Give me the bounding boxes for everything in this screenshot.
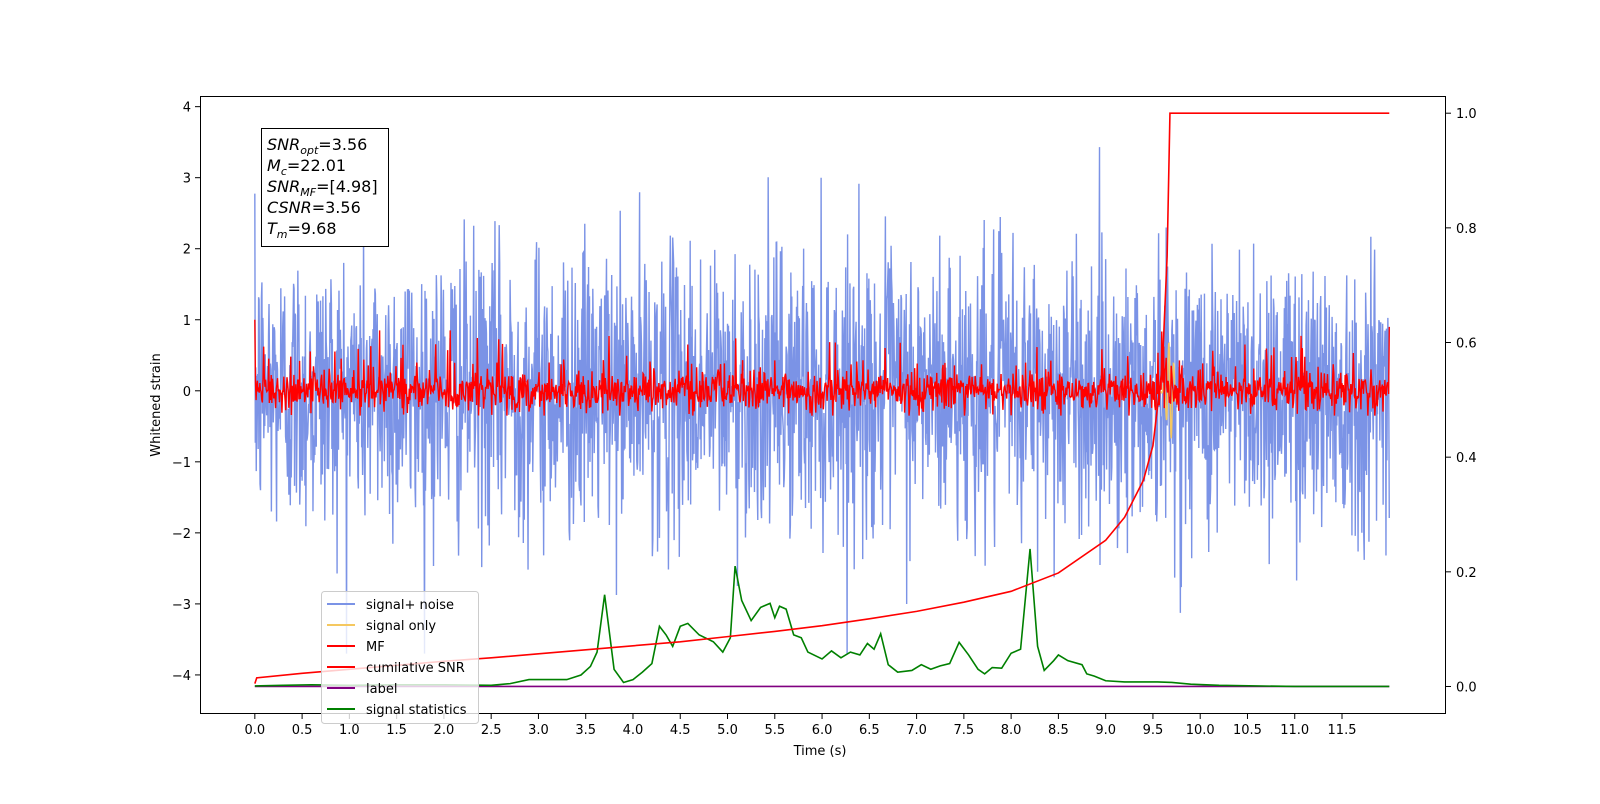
y-tick-label: 0 bbox=[183, 385, 191, 400]
x-tick-label: 7.5 bbox=[954, 723, 975, 738]
y2-tick-label: 0.2 bbox=[1456, 566, 1477, 581]
series-signal-only-line bbox=[1157, 341, 1178, 439]
y2-tick-label: 1.0 bbox=[1456, 107, 1477, 122]
y-tick-label: 4 bbox=[183, 101, 191, 116]
legend-label: cumilative SNR bbox=[366, 661, 465, 676]
series-mf-line bbox=[254, 319, 1390, 416]
legend-label: MF bbox=[366, 640, 385, 655]
x-tick-label: 6.5 bbox=[859, 723, 880, 738]
legend-label: signal+ noise bbox=[366, 598, 454, 613]
annotation-line: SNRopt=3.56 bbox=[267, 135, 367, 157]
x-tick-label: 10.5 bbox=[1233, 723, 1262, 738]
y-tick-label: 3 bbox=[183, 172, 191, 187]
x-tick-label: 9.5 bbox=[1143, 723, 1164, 738]
legend-label: label bbox=[366, 682, 397, 697]
x-tick-label: 0.0 bbox=[244, 723, 265, 738]
annotation-frame bbox=[261, 128, 389, 247]
y-tick-label: −3 bbox=[172, 598, 191, 613]
x-tick-label: 0.5 bbox=[292, 723, 313, 738]
x-tick-label: 3.0 bbox=[528, 723, 549, 738]
x-tick-label: 6.0 bbox=[812, 723, 833, 738]
annotation-line: Mc=22.01 bbox=[267, 156, 346, 178]
x-tick-label: 4.5 bbox=[670, 723, 691, 738]
x-tick-label: 2.5 bbox=[481, 723, 502, 738]
legend-frame bbox=[321, 591, 479, 724]
series-signal-noise-line bbox=[254, 147, 1390, 654]
annotation-line: Tm=9.68 bbox=[267, 219, 337, 241]
annotation-line: SNRMF=[4.98] bbox=[267, 177, 378, 199]
y2-tick-label: 0.4 bbox=[1456, 451, 1477, 466]
annotation-line: CSNR=3.56 bbox=[267, 198, 361, 217]
x-tick-label: 11.5 bbox=[1328, 723, 1357, 738]
x-axis-ticks: 0.0 0.5 1.0 1.5 2.0 2.5 3.0 3.5 4.0 4.5 5.0 5.5 6.0 6… bbox=[244, 714, 1356, 738]
x-tick-label: 1.0 bbox=[339, 723, 360, 738]
y2-tick-label: 0.6 bbox=[1456, 337, 1477, 352]
x-tick-label: 8.0 bbox=[1001, 723, 1022, 738]
x-tick-label: 4.0 bbox=[623, 723, 644, 738]
y2-tick-label: 0.8 bbox=[1456, 222, 1477, 237]
x-tick-label: 3.5 bbox=[575, 723, 596, 738]
y2-tick-label: 0.0 bbox=[1456, 680, 1477, 695]
x-tick-label: 11.0 bbox=[1280, 723, 1309, 738]
legend: signal+ noise signal only MF cumilative SNR… bbox=[321, 591, 479, 724]
plot-frame bbox=[200, 96, 1446, 714]
x-tick-label: 10.0 bbox=[1186, 723, 1215, 738]
legend-label: signal statistics bbox=[366, 703, 467, 718]
x-tick-label: 7.0 bbox=[906, 723, 927, 738]
y-tick-label: −2 bbox=[172, 527, 191, 542]
y2-axis-ticks: 1.0 0.8 0.6 0.4 0.2 0.0 bbox=[1446, 107, 1477, 695]
x-axis-label: Time (s) bbox=[793, 744, 847, 759]
y-tick-label: 2 bbox=[183, 243, 191, 258]
y-axis-ticks: 4 3 2 1 0 −1 −2 −3 −4 bbox=[172, 101, 200, 684]
x-tick-label: 9.0 bbox=[1095, 723, 1116, 738]
x-tick-label: 8.5 bbox=[1048, 723, 1069, 738]
x-tick-label: 2.0 bbox=[434, 723, 455, 738]
x-tick-label: 1.5 bbox=[386, 723, 407, 738]
y-axis-label: Whitened strain bbox=[149, 353, 164, 456]
y-tick-label: 1 bbox=[183, 314, 191, 329]
x-tick-label: 5.5 bbox=[764, 723, 785, 738]
y-tick-label: −4 bbox=[172, 669, 191, 684]
legend-label: signal only bbox=[366, 619, 436, 634]
annotation-box: SNRopt=3.56Mc=22.01SNRMF=[4.98]CSNR=3.56… bbox=[261, 128, 389, 247]
y-tick-label: −1 bbox=[172, 456, 191, 471]
x-tick-label: 5.0 bbox=[717, 723, 738, 738]
series-signal-statistics-line bbox=[254, 548, 1390, 688]
